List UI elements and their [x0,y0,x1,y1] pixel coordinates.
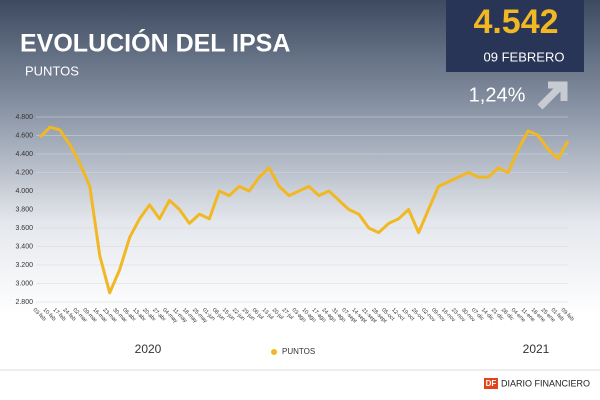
y-tick-label: 3.600 [15,225,33,232]
logo: DF [486,379,497,388]
y-tick-label: 3.200 [15,262,33,269]
y-tick-label: 3.000 [15,280,33,287]
highlight-box [446,0,584,72]
line [38,125,570,295]
y-tick-label: 4.600 [15,132,33,139]
y-tick-label: 4.000 [15,188,33,195]
year-label: 2020 [135,342,162,356]
last-value: 4.542 [473,3,558,41]
y-tick-label: 4.200 [15,169,33,176]
legend-label: PUNTOS [282,347,315,356]
source: DIARIO FINANCIERO [501,378,590,388]
logo-box [484,378,498,389]
chart-subtitle: PUNTOS [25,63,79,78]
year-label: 2021 [523,342,550,356]
y-tick-label: 4.400 [15,151,33,158]
y-tick-label: 4.800 [15,114,33,121]
up-arrow [537,81,568,110]
footer [0,370,600,400]
y-tick-label: 2.800 [15,299,33,306]
change-pct: 1,24% [469,84,526,106]
legend-swatch [271,349,277,355]
last-date: 09 FEBRERO [484,49,565,64]
chart-title: EVOLUCIÓN DEL IPSA [20,28,290,58]
y-tick-label: 3.400 [15,243,33,250]
y-tick-label: 3.800 [15,206,33,213]
